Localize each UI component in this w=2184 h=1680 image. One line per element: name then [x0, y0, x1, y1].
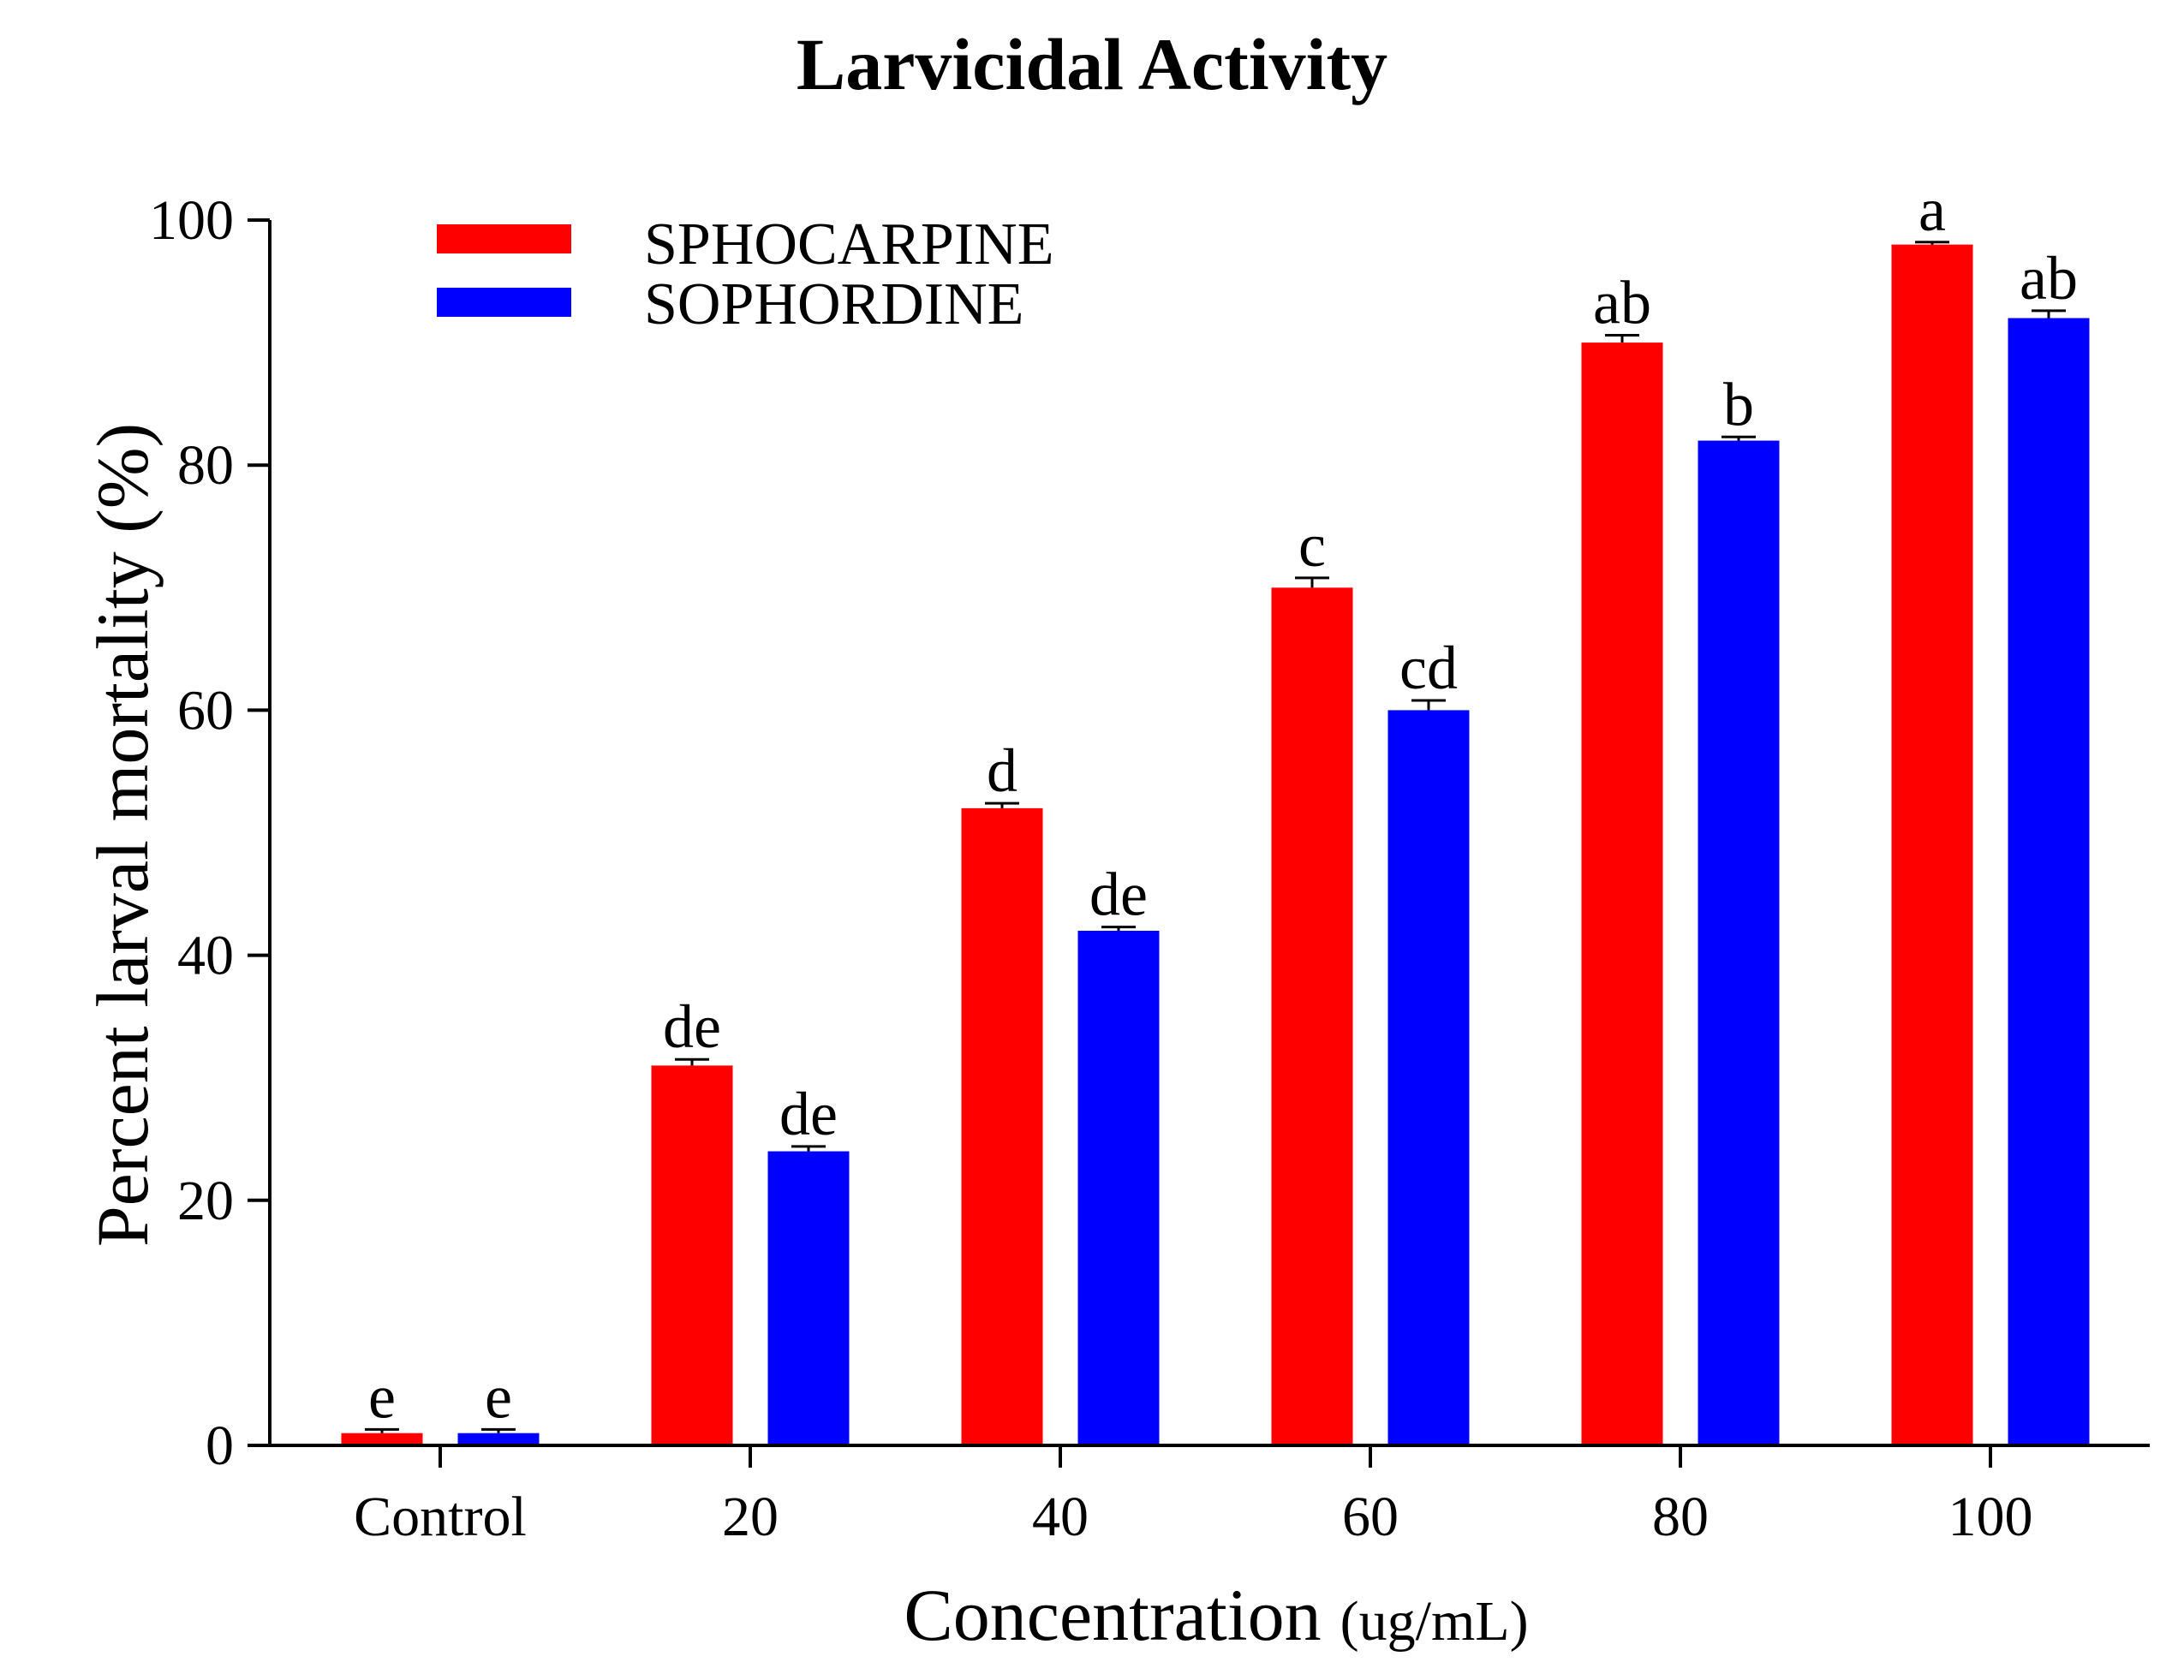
significance-label: d	[987, 736, 1017, 805]
bar-sphocarpine-40	[961, 807, 1043, 1445]
significance-label: e	[485, 1362, 512, 1431]
x-ticks: Control 20 40 60 80 100	[354, 1445, 2033, 1548]
significance-label: de	[663, 992, 721, 1061]
significance-label: b	[1723, 370, 1754, 438]
x-axis-title: Concentration (ug/mL)	[904, 1574, 1528, 1656]
x-tick-label: 80	[1652, 1486, 1709, 1548]
significance-label: de	[779, 1080, 838, 1148]
bar-sphocarpine-20	[651, 1065, 733, 1445]
significance-label: a	[1918, 176, 1946, 244]
x-axis-unit: (ug/mL)	[1340, 1590, 1529, 1653]
y-axis-label: Percent larval mortality (%)	[81, 423, 164, 1247]
significance-label: e	[368, 1362, 396, 1431]
legend-swatch-sophordine	[437, 288, 571, 317]
bar-sophordine-100	[2008, 318, 2090, 1446]
legend-label-sophordine: SOPHORDINE	[644, 271, 1023, 337]
x-tick-label: 20	[722, 1486, 779, 1548]
x-tick-label: 60	[1342, 1486, 1399, 1548]
y-tick-label: 80	[177, 434, 234, 497]
bar-sophordine-40	[1077, 930, 1160, 1445]
bar-sophordine-20	[767, 1151, 850, 1445]
y-ticks: 0 20 40 60 80 100	[149, 189, 270, 1477]
y-tick-label: 60	[177, 679, 234, 742]
significance-label: c	[1298, 511, 1326, 580]
bar-sophordine-control	[457, 1433, 540, 1445]
significance-label: ab	[2020, 244, 2078, 313]
x-tick-label: Control	[354, 1486, 527, 1548]
bars-layer	[341, 241, 2090, 1446]
x-tick-label: 100	[1948, 1486, 2033, 1548]
bar-sphocarpine-control	[341, 1433, 423, 1445]
legend-swatch-sphocarpine	[437, 224, 571, 253]
significance-label: cd	[1399, 634, 1458, 702]
significance-label: de	[1089, 861, 1148, 929]
bar-sophordine-60	[1387, 710, 1470, 1445]
chart-title: Larvicidal Activity	[797, 23, 1387, 105]
significance-label: ab	[1593, 269, 1651, 337]
y-tick-label: 40	[177, 925, 234, 987]
y-tick-label: 100	[149, 189, 234, 252]
y-tick-label: 0	[206, 1415, 234, 1477]
x-axis-label: Concentration	[904, 1574, 1321, 1656]
bar-sphocarpine-100	[1891, 244, 1973, 1445]
bar-sphocarpine-60	[1271, 587, 1353, 1445]
legend-label-sphocarpine: SPHOCARPINE	[644, 211, 1053, 277]
y-tick-label: 20	[177, 1170, 234, 1232]
legend: SPHOCARPINE SOPHORDINE	[437, 211, 1053, 337]
axes-layer	[268, 220, 2150, 1447]
bar-sophordine-80	[1698, 440, 1780, 1445]
bar-sphocarpine-80	[1581, 343, 1663, 1446]
x-tick-label: 40	[1032, 1486, 1089, 1548]
